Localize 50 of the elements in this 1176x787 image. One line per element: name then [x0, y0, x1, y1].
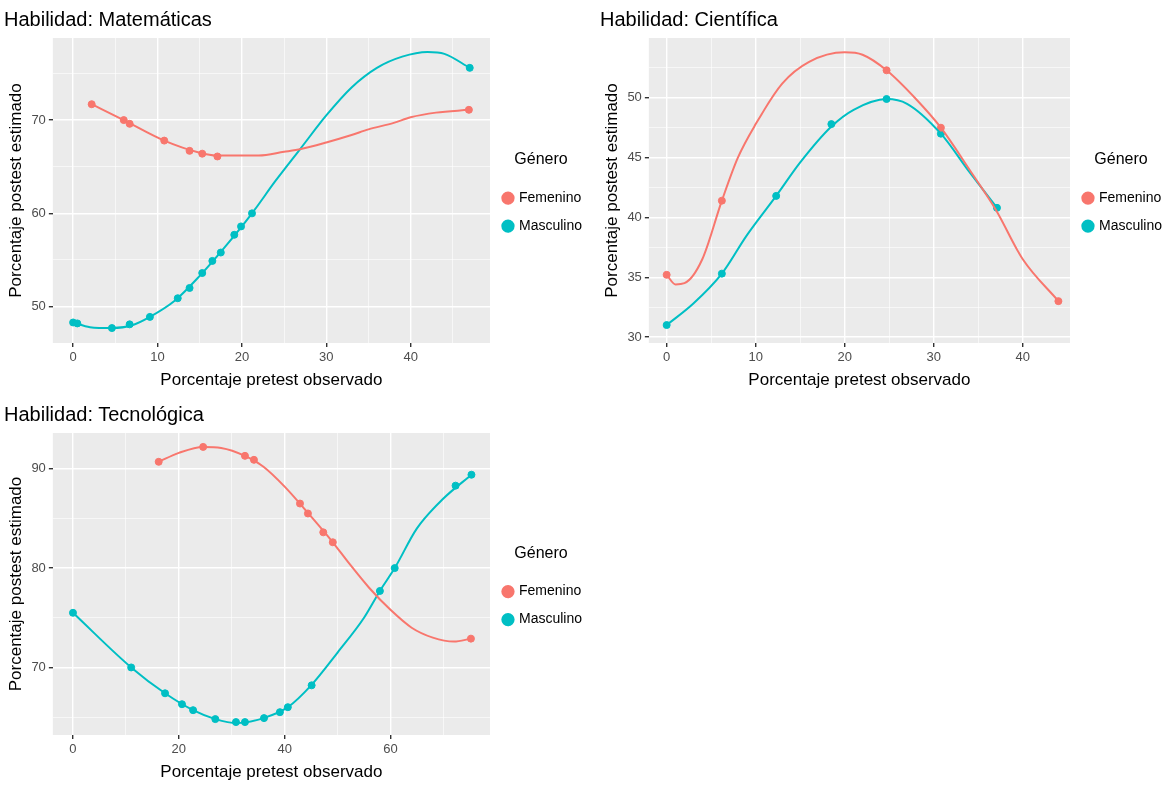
y-tick-label: 70 — [31, 111, 46, 127]
x-tick-label: 10 — [150, 349, 165, 365]
x-axis-title: Porcentaje pretest observado — [160, 762, 383, 782]
point — [662, 321, 671, 330]
y-axis-title: Porcentaje postest estimado — [601, 83, 621, 298]
point — [464, 105, 473, 114]
x-tick-label: 40 — [1015, 349, 1031, 365]
legend-label: Femenino — [1098, 188, 1162, 205]
legend-label: Masculino — [1098, 216, 1163, 233]
x-axis-title: Porcentaje pretest observado — [748, 370, 971, 390]
x-tick-label: 10 — [748, 349, 763, 365]
legend-title: Género — [514, 150, 568, 168]
x-tick-label: 20 — [837, 349, 852, 365]
y-tick-label: 80 — [31, 559, 46, 575]
y-tick-label: 30 — [627, 328, 642, 344]
x-tick-label: 40 — [277, 741, 292, 757]
point — [466, 634, 475, 643]
x-tick-label: 20 — [234, 349, 250, 365]
y-tick-label: 60 — [31, 204, 46, 220]
x-tick-label: 0 — [663, 349, 671, 365]
point — [465, 63, 474, 72]
chart-title: Habilidad: Tecnológica — [4, 402, 205, 425]
legend-label: Femenino — [518, 582, 582, 599]
y-tick-label: 50 — [31, 298, 46, 314]
chart-title: Habilidad: Científica — [600, 7, 779, 30]
y-tick-label: 35 — [627, 268, 642, 284]
legend-title: Género — [514, 543, 568, 561]
x-tick-label: 30 — [926, 349, 941, 365]
x-tick-label: 30 — [319, 349, 334, 365]
y-tick-label: 90 — [31, 460, 46, 476]
legend-label: Masculino — [518, 216, 583, 233]
x-tick-label: 60 — [383, 741, 398, 757]
legend-label: Femenino — [518, 188, 582, 205]
y-tick-label: 50 — [627, 89, 642, 105]
y-axis-title: Porcentaje postest estimado — [5, 476, 25, 692]
point — [1054, 297, 1063, 306]
y-tick-label: 70 — [31, 659, 46, 675]
y-axis-title: Porcentaje postest estimado — [5, 83, 25, 298]
x-axis-title: Porcentaje pretest observado — [160, 370, 383, 390]
y-tick-label: 45 — [627, 149, 642, 165]
point — [87, 100, 96, 109]
legend-title: Género — [1094, 150, 1148, 168]
legend-label: Masculino — [518, 610, 583, 627]
x-tick-label: 40 — [403, 349, 418, 365]
chart-title: Habilidad: Matemáticas — [4, 7, 212, 30]
x-tick-label: 0 — [69, 349, 77, 365]
x-tick-label: 0 — [69, 741, 77, 757]
y-tick-label: 40 — [627, 208, 642, 224]
x-tick-label: 20 — [171, 741, 187, 757]
point — [662, 270, 671, 279]
